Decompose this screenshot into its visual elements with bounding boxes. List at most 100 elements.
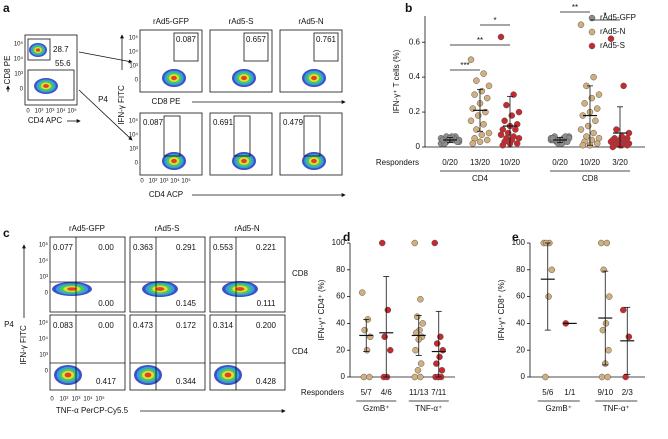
data-point (613, 126, 620, 133)
density-blob (311, 75, 317, 81)
data-point (590, 129, 597, 137)
data-point (361, 326, 368, 334)
data-point (387, 346, 394, 354)
data-point (433, 340, 441, 347)
responder-count: 10/20 (500, 158, 521, 167)
data-point (620, 82, 627, 90)
y-tick-label: 80 (336, 265, 345, 274)
data-point (577, 21, 585, 28)
y-tick-label: 0.4 (409, 72, 421, 81)
responder-count: 10/20 (580, 158, 601, 167)
row-label: Responders (376, 158, 419, 167)
y-tick-label: 0 (341, 372, 346, 381)
gate (27, 69, 75, 101)
data-point (360, 373, 368, 381)
x-axis-label: CD4 APC (28, 116, 62, 125)
quadrant-value: 0.00 (98, 243, 114, 252)
y-tick-label: 100 (332, 238, 346, 247)
gate (303, 115, 321, 157)
data-point (469, 140, 477, 147)
flow-plot (209, 29, 273, 93)
x-axis-label: CD4 ACP (149, 190, 183, 199)
panel-letter: b (405, 1, 412, 15)
legend-label: rAd5-S (600, 41, 625, 50)
data-point (480, 121, 487, 128)
data-point (419, 320, 426, 327)
group-label: GzmB⁺ (363, 404, 389, 413)
x-axis-label: TNF-α PerCP-Cy5.5 (56, 406, 129, 415)
data-point (600, 266, 607, 274)
y-tick-label: 40 (336, 319, 345, 328)
data-point (436, 353, 443, 361)
data-point (497, 131, 505, 139)
data-point (439, 346, 446, 354)
data-point (577, 126, 585, 133)
data-point (480, 70, 487, 77)
x-tick-label: 0 (26, 109, 30, 115)
y-axis-label: IFN-γ⁺ CD4⁺ (%) (317, 279, 326, 340)
density-blob (67, 287, 77, 291)
y-tick-label: 0.2 (409, 107, 421, 116)
data-point (579, 142, 587, 149)
flow-plot (209, 236, 286, 313)
quadrant-value: 0.00 (98, 299, 114, 308)
y-tick-label: 100 (512, 238, 526, 247)
data-point (545, 293, 552, 300)
y-tick-label: 0 (416, 142, 421, 151)
data-point (595, 91, 603, 98)
x-axis-label: CD8 PE (152, 97, 181, 106)
quadrant-value: 0.314 (213, 321, 234, 330)
group-label: TNF-α⁺ (415, 404, 442, 413)
panel-letter: d (343, 230, 350, 244)
data-point (433, 360, 440, 367)
data-point (431, 239, 438, 247)
responder-count: 2/3 (622, 388, 634, 397)
data-point (467, 56, 475, 63)
y-tick-label: 10⁵ (14, 41, 24, 48)
flow-plot (209, 314, 286, 391)
panel-letter: e (512, 230, 519, 244)
quadrant-value: 0.200 (256, 321, 277, 330)
responder-count: 1/1 (564, 388, 576, 397)
responder-count: 0/20 (552, 158, 568, 167)
y-tick-label: 10⁴ (129, 132, 139, 139)
y-tick-label: 0 (45, 291, 49, 297)
data-point (476, 138, 484, 146)
group-label: GzmB⁺ (546, 404, 572, 413)
data-point (379, 239, 386, 247)
data-point (437, 333, 444, 341)
data-point (605, 346, 612, 354)
x-tick-label: 0 (140, 179, 144, 185)
density-blob (43, 84, 49, 88)
y-axis-label: CD8 PE (3, 56, 12, 85)
data-point (607, 35, 615, 42)
density-blob (155, 287, 165, 291)
x-tick-label: 10⁵ (67, 108, 77, 115)
x-tick-label: 10⁵ (181, 178, 191, 185)
quadrant-value: 0.00 (98, 321, 114, 330)
legend-label: rAd5-N (600, 27, 626, 36)
group-label: TNF-α⁺ (603, 404, 630, 413)
density-blob (241, 158, 247, 164)
data-point (412, 346, 419, 354)
data-point (499, 142, 507, 149)
column-header: rAd5-GFP (153, 17, 189, 26)
responder-count: 9/10 (597, 388, 613, 397)
row-label: CD4 (292, 347, 309, 356)
responder-count: 5/7 (361, 388, 373, 397)
gate (163, 115, 181, 157)
density-blob (144, 372, 152, 378)
data-point (503, 101, 510, 109)
legend-marker (588, 28, 596, 36)
data-point (381, 333, 388, 341)
y-tick-label: 10³ (129, 147, 138, 153)
y-tick-label: 10⁵ (39, 242, 49, 249)
quadrant-value: 0.172 (176, 321, 197, 330)
flow-plot (129, 314, 206, 391)
y-tick-label: 60 (516, 292, 525, 301)
gate-value: 0.479 (283, 118, 304, 127)
y-tick-label: 10³ (39, 353, 48, 359)
quadrant-value: 0.111 (257, 299, 276, 308)
data-point (411, 239, 418, 247)
